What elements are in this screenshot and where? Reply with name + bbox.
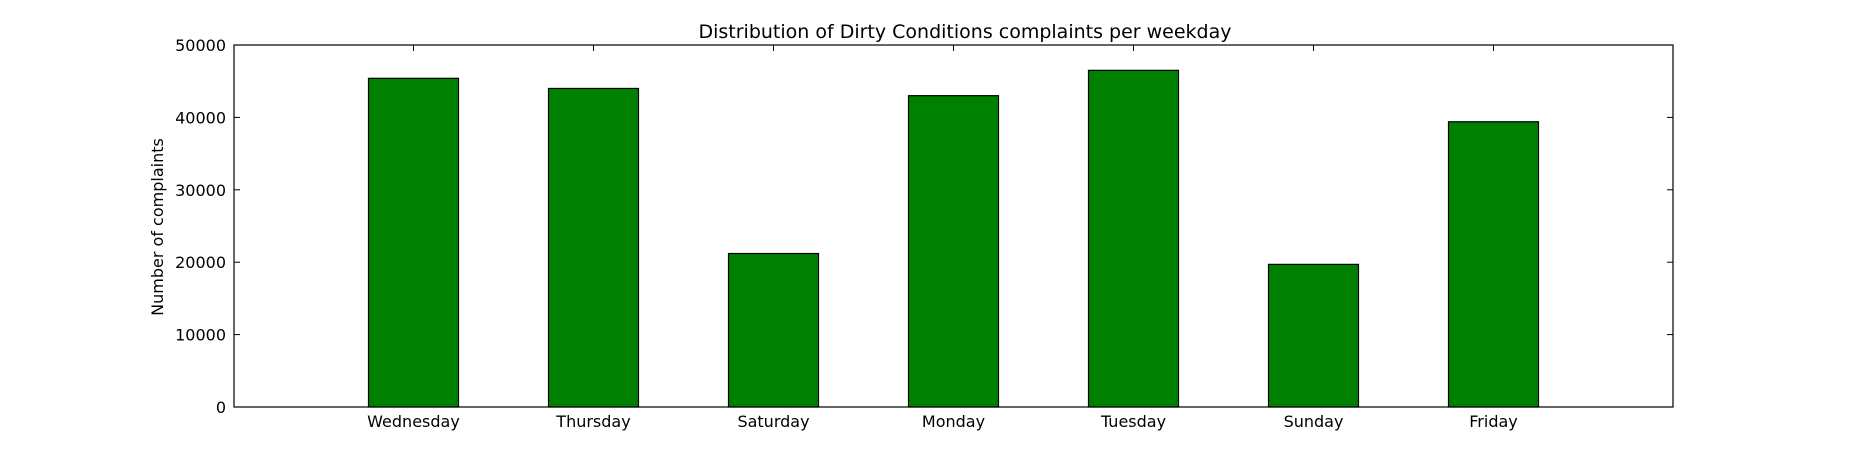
chart-title: Distribution of Dirty Conditions complai… [698, 21, 1231, 43]
bar-friday [1447, 121, 1540, 408]
y-tick-label: 10000 [175, 326, 226, 345]
x-tick-label: Tuesday [1100, 412, 1166, 431]
y-tick-label: 40000 [175, 108, 226, 127]
y-tick-label: 20000 [175, 253, 226, 272]
bar-sunday [1267, 263, 1360, 408]
bar-wednesday [367, 77, 460, 408]
x-tick-label: Saturday [737, 412, 809, 431]
bar-thursday [547, 87, 640, 408]
plot-frame [233, 44, 1674, 408]
x-tick-label: Thursday [555, 412, 630, 431]
y-tick-label: 50000 [175, 36, 226, 55]
bar-tuesday [1087, 69, 1180, 408]
bar-monday [907, 95, 1000, 408]
bar-saturday [727, 252, 820, 408]
x-tick-label: Friday [1469, 412, 1518, 431]
y-tick-label: 0 [216, 398, 226, 417]
tick-labels: Wednesday Thursday Saturday Monday Tuesday Su… [175, 36, 1518, 431]
y-tick-label: 30000 [175, 181, 226, 200]
x-tick-label: Wednesday [367, 412, 460, 431]
x-tick-label: Monday [922, 412, 985, 431]
y-axis-label: Number of complaints [148, 138, 167, 316]
x-tick-label: Sunday [1284, 412, 1344, 431]
bars [367, 69, 1540, 408]
